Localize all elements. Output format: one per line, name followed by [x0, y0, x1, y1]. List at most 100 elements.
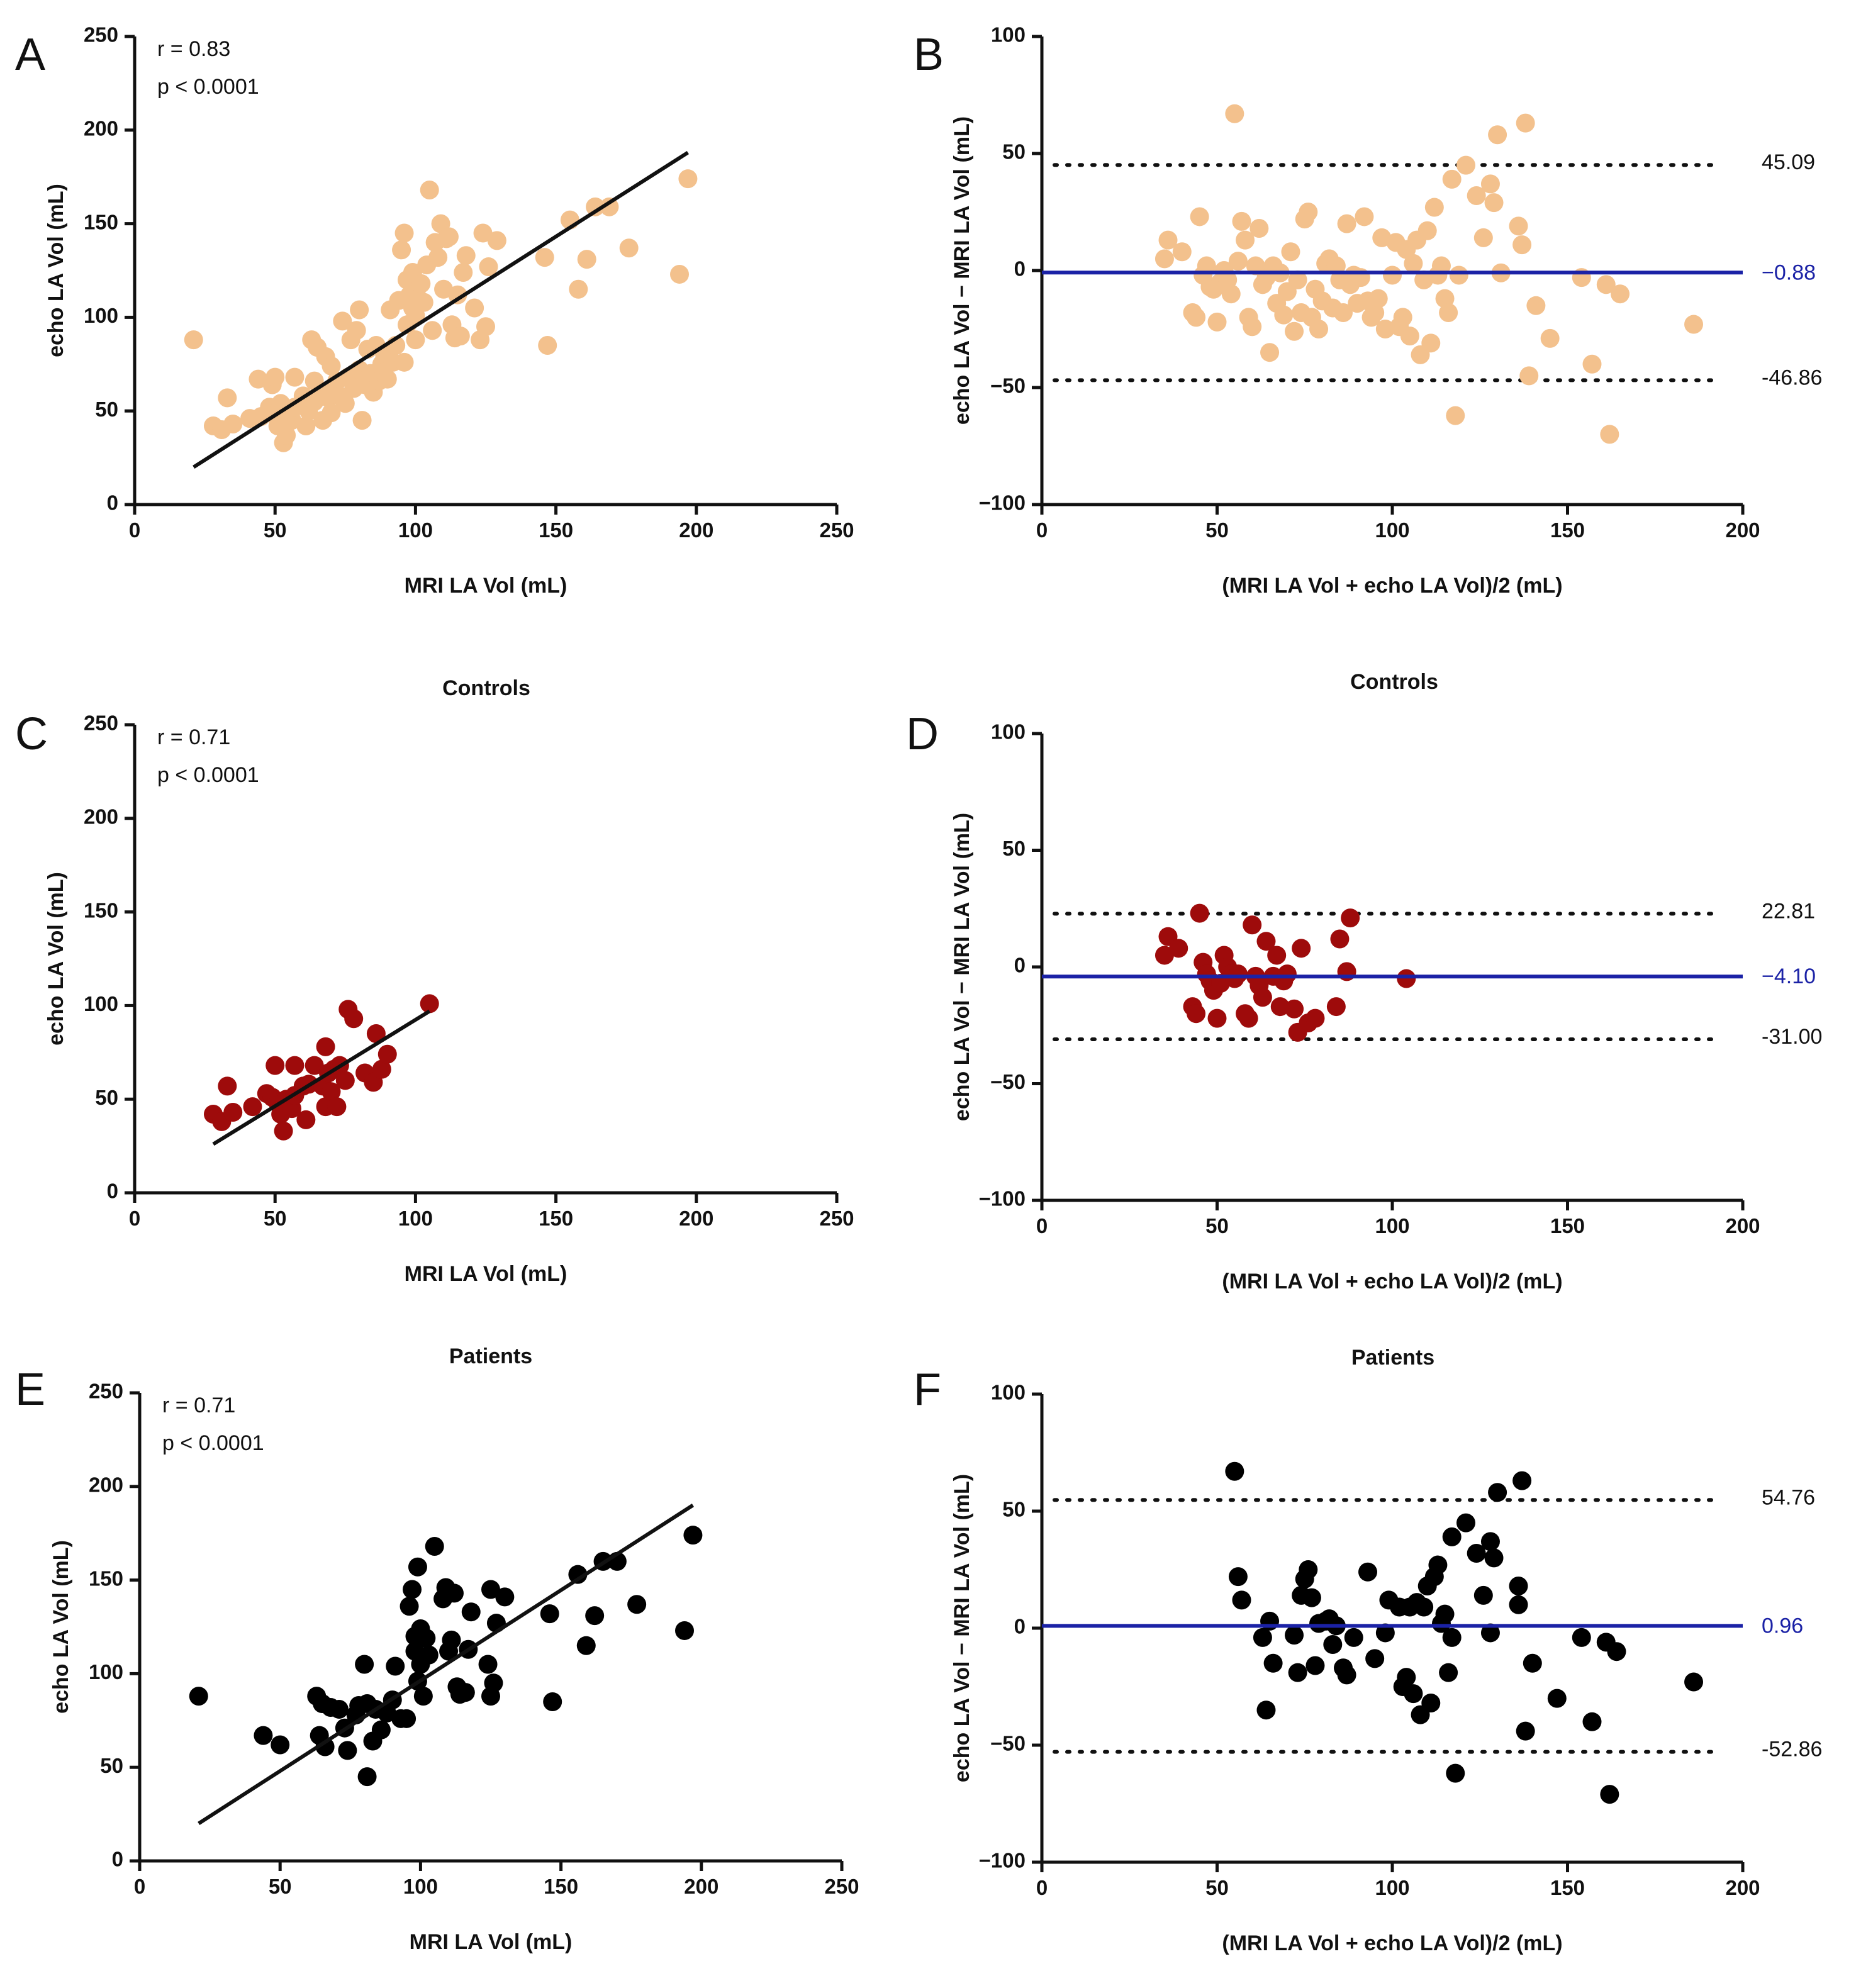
- data-point: [1323, 1635, 1343, 1655]
- lower-loa-label: -46.86: [1762, 366, 1822, 389]
- x-tick-label: 250: [824, 1875, 859, 1898]
- data-points: [1154, 903, 1416, 1042]
- data-point: [1169, 939, 1188, 958]
- data-point: [277, 425, 296, 445]
- data-point: [538, 336, 557, 355]
- panel-title: Patients: [1351, 1346, 1434, 1370]
- data-point: [1270, 997, 1290, 1017]
- data-point: [296, 416, 316, 436]
- x-tick-label: 100: [1375, 518, 1409, 542]
- y-tick-label: 250: [89, 1380, 123, 1403]
- data-point: [1435, 1604, 1455, 1624]
- data-point: [484, 1673, 503, 1693]
- data-point: [416, 1628, 436, 1648]
- data-point: [1375, 1623, 1395, 1643]
- data-point: [420, 181, 439, 200]
- data-point: [1355, 207, 1374, 226]
- data-point: [243, 1097, 262, 1117]
- data-point: [1456, 1513, 1475, 1533]
- data-point: [1285, 1626, 1304, 1645]
- data-point: [1607, 1642, 1626, 1661]
- data-point: [1256, 932, 1276, 951]
- data-point: [335, 1071, 355, 1090]
- data-point: [1446, 406, 1465, 425]
- data-point: [439, 227, 459, 247]
- data-point: [1509, 1595, 1528, 1614]
- x-tick-label: 50: [1205, 518, 1229, 542]
- data-point: [1365, 1649, 1385, 1668]
- data-point: [403, 1580, 422, 1599]
- y-tick-label: −50: [990, 374, 1026, 398]
- data-point: [327, 1097, 347, 1117]
- data-point: [1249, 219, 1269, 238]
- x-tick-label: 250: [819, 1207, 854, 1230]
- x-tick-label: 0: [1036, 1214, 1048, 1237]
- data-point: [223, 1103, 243, 1122]
- data-point: [461, 1602, 481, 1622]
- data-point: [1572, 1628, 1591, 1647]
- x-tick-label: 50: [264, 518, 287, 542]
- upper-loa-label: 22.81: [1762, 899, 1815, 923]
- data-point: [1582, 1712, 1602, 1731]
- data-point: [1684, 315, 1704, 334]
- data-point: [465, 298, 484, 318]
- data-point: [218, 1076, 237, 1096]
- x-tick-label: 0: [1036, 518, 1048, 542]
- x-tick-label: 0: [129, 1207, 140, 1230]
- data-point: [274, 1121, 293, 1141]
- panel-f: F Patients 0 50 100 150 200 −100 −50 0 50 100 (MRI L…: [914, 1346, 1822, 1955]
- data-points: [184, 169, 698, 452]
- data-point: [1480, 174, 1500, 194]
- data-point: [1375, 320, 1395, 338]
- data-point: [450, 327, 470, 346]
- data-point: [1397, 1668, 1416, 1687]
- data-point: [1611, 284, 1630, 304]
- y-tick-label: 100: [84, 304, 118, 327]
- data-point: [377, 369, 397, 389]
- x-tick-label: 50: [264, 1207, 287, 1230]
- data-point: [266, 1056, 285, 1075]
- data-point: [316, 1037, 335, 1056]
- data-point: [321, 356, 341, 376]
- data-point: [366, 1024, 386, 1044]
- x-tick-label: 250: [819, 518, 854, 542]
- y-tick-label: 0: [107, 1180, 118, 1203]
- panel-e: E Patients 0 50 100 150 200 250 0 50 100 150 200 250 M…: [15, 1344, 859, 1954]
- data-point: [1509, 216, 1528, 236]
- x-axis-title: (MRI LA Vol + echo LA Vol)/2 (mL): [1222, 1270, 1562, 1293]
- x-tick-label: 200: [1725, 518, 1760, 542]
- data-point: [1228, 1567, 1248, 1587]
- data-point: [1582, 354, 1602, 374]
- data-point: [1512, 235, 1532, 255]
- y-axis-title: echo LA Vol − MRI LA Vol (mL): [950, 1474, 974, 1782]
- mean-bias-label: 0.96: [1762, 1614, 1803, 1638]
- y-tick-label: 200: [89, 1473, 123, 1497]
- data-point: [1421, 1694, 1441, 1713]
- data-point: [1473, 1585, 1493, 1605]
- x-tick-label: 50: [269, 1875, 292, 1898]
- y-tick-label: 150: [84, 898, 118, 922]
- panel-b: B 0 50 100 150 200 −100 −50 0 50 100 (MRI LA Vol + …: [914, 23, 1822, 598]
- y-tick-label: 100: [991, 23, 1026, 47]
- x-tick-label: 200: [679, 1207, 713, 1230]
- data-point: [1299, 1560, 1318, 1579]
- data-point: [1358, 1562, 1378, 1582]
- y-tick-label: 100: [84, 992, 118, 1015]
- data-point: [419, 1645, 439, 1665]
- data-point: [478, 1655, 498, 1674]
- y-tick-label: 50: [1002, 140, 1026, 164]
- data-point: [1512, 1471, 1532, 1490]
- x-tick-label: 100: [398, 1207, 433, 1230]
- y-tick-label: 0: [112, 1848, 123, 1871]
- data-point: [576, 1636, 596, 1655]
- data-point: [569, 279, 588, 299]
- panel-letter: A: [15, 30, 45, 80]
- data-point: [428, 248, 448, 267]
- data-point: [1305, 1656, 1325, 1675]
- x-tick-label: 200: [1725, 1876, 1760, 1899]
- data-point: [1600, 425, 1619, 444]
- data-point: [1439, 303, 1458, 322]
- p-value-annotation: p < 0.0001: [162, 1431, 264, 1455]
- data-point: [1281, 242, 1300, 262]
- y-tick-label: 150: [84, 210, 118, 233]
